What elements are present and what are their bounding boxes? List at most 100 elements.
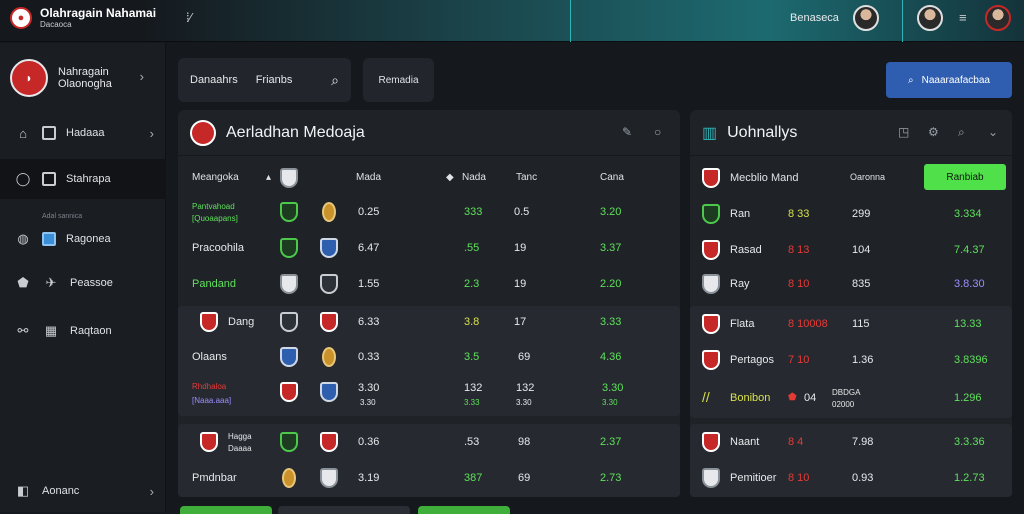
sidebar-item-home[interactable]: ⌂ Hadaaa › <box>0 113 166 153</box>
footer-tab[interactable] <box>418 506 510 514</box>
odds-value[interactable]: 2.20 <box>600 278 622 290</box>
column-header[interactable]: Mada <box>356 172 382 183</box>
odds-value[interactable]: 3.30 <box>358 382 380 394</box>
table-row[interactable]: Dang 6.33 3.8 17 3.33 <box>178 308 680 338</box>
table-row[interactable]: Pandand 1.55 2.3 19 2.20 <box>178 270 680 300</box>
table-row[interactable]: Ray 8 10 835 3.8.30 <box>690 270 1012 300</box>
sidebar-profile[interactable]: ◗ Nahragain Olaonogha › <box>10 59 156 97</box>
settings-icon[interactable]: ⚙ <box>928 125 939 139</box>
team-badge-icon <box>702 350 720 370</box>
odds-value[interactable]: 2.73 <box>600 472 622 484</box>
odds-value[interactable]: 98 <box>518 436 531 448</box>
odds-value[interactable]: 1.55 <box>358 278 380 290</box>
column-header[interactable]: Tanc <box>516 172 538 183</box>
filter-field[interactable]: Frianbs <box>255 74 293 86</box>
footer-tab[interactable] <box>278 506 410 514</box>
column-header[interactable]: Cana <box>600 172 624 183</box>
table-row[interactable]: Olaans 0.33 3.5 69 4.36 <box>178 343 680 373</box>
collapse-icon[interactable]: ⁞⁄ <box>186 10 192 25</box>
chevron-down-icon[interactable]: ⌄ <box>988 125 999 139</box>
search-bar[interactable]: Danaahrs Frianbs ⌕ <box>178 58 351 102</box>
brand[interactable]: ● Olahragain Nahamai Dacaoca <box>10 6 156 29</box>
table-row[interactable]: Naant 8 4 7.98 3.3.36 <box>690 428 1012 458</box>
footer-tab[interactable] <box>180 506 272 514</box>
circle-icon[interactable]: ○ <box>654 125 662 139</box>
sort-icon[interactable]: ◆ <box>446 172 454 183</box>
odds-value[interactable]: 17 <box>514 316 527 328</box>
odds-value[interactable]: 0.5 <box>514 206 530 218</box>
odds-value[interactable]: 3.19 <box>358 472 380 484</box>
table-row[interactable]: Pemitioer 8 10 0.93 1.2.73 <box>690 464 1012 494</box>
table-row[interactable]: // Bonibon ⬟ 04 DBDGA 02000 1.296 <box>690 384 1012 414</box>
table-row[interactable]: Rhdhaloa [Naaa.aaa] 3.30 3.30 132 3.33 1… <box>178 378 680 414</box>
odds-value[interactable]: 6.33 <box>358 316 380 328</box>
odds-value[interactable]: 6.47 <box>358 242 380 254</box>
search-button[interactable]: ⌕ Naaaraafacbaa <box>886 62 1012 98</box>
table-row[interactable]: Pertagos 7 10 1.36 3.8396 <box>690 346 1012 376</box>
table-row[interactable]: Hagga Daaaa 0.36 .53 98 2.37 <box>178 428 680 458</box>
sidebar-item-stats[interactable]: ◯ Stahrapa <box>0 159 166 199</box>
table-row[interactable]: Rasad 8 13 104 7.4.37 <box>690 236 1012 266</box>
odds-value[interactable]: 132 <box>464 382 483 394</box>
odds-value[interactable]: 3.8 <box>464 316 480 328</box>
table-row[interactable]: Pmdnbar 3.19 387 69 2.73 <box>178 464 680 494</box>
odds-value[interactable]: 3.20 <box>600 206 622 218</box>
odds-value[interactable]: 0.33 <box>358 351 380 363</box>
export-icon[interactable]: ◳ <box>898 125 910 139</box>
search-icon[interactable]: ⌕ <box>331 71 339 88</box>
odds-value[interactable]: 387 <box>464 472 483 484</box>
menu-icon[interactable]: ≡ <box>959 10 967 25</box>
table-row[interactable]: Pracoohila 6.47 .55 19 3.37 <box>178 234 680 264</box>
filter-field[interactable]: Danaahrs <box>190 74 238 86</box>
team-name: Hagga <box>228 432 252 441</box>
odds-value[interactable]: 3.5 <box>464 351 480 363</box>
team-name: Bonibon <box>730 392 771 404</box>
odds-value[interactable]: 19 <box>514 278 527 290</box>
odds-value[interactable]: .55 <box>464 242 480 254</box>
standings-panel: ▥ Uohnallys ◳ ⚙ ⌕ ⌄ Mecblio Mand Oaronna… <box>690 110 1012 497</box>
odds-value[interactable]: 0.36 <box>358 436 380 448</box>
odds-value[interactable]: 333 <box>464 206 483 218</box>
sidebar-item-label: Aonanc <box>42 485 80 497</box>
search-icon[interactable]: ⌕ <box>958 125 965 139</box>
column-header[interactable]: Mecblio Mand <box>730 172 799 184</box>
odds-value[interactable]: 69 <box>518 472 531 484</box>
avatar[interactable] <box>917 5 943 31</box>
odds-value[interactable]: 2.3 <box>464 278 480 290</box>
odds-value[interactable]: 4.36 <box>600 351 622 363</box>
sort-icon[interactable]: ▴ <box>266 172 272 183</box>
sidebar-item-account[interactable]: ◧ Aonanc › <box>0 471 166 511</box>
filter-badge[interactable]: Ranbiab <box>924 164 1006 190</box>
user-avatar[interactable] <box>985 5 1011 31</box>
odds-value[interactable]: 2.37 <box>600 436 622 448</box>
column-header[interactable]: Nada <box>462 172 486 183</box>
sidebar-item-ranking[interactable]: ⚯ ▦ Raqtaon <box>0 311 166 351</box>
odds-value[interactable]: 3.33 <box>600 316 622 328</box>
odds-value[interactable]: 3.30 <box>602 382 624 394</box>
column-header[interactable]: Meangoka <box>192 172 239 183</box>
team-number: 8 10 <box>788 278 810 290</box>
stat-value: 1.2.73 <box>954 472 985 484</box>
secondary-button[interactable]: Remadia <box>363 58 434 102</box>
table-row[interactable]: Ran 8 33 299 3.334 <box>690 200 1012 230</box>
table-row[interactable]: Pantvahoad [Quoaapans] 0.25 333 0.5 3.20 <box>178 198 680 228</box>
odds-value[interactable]: 69 <box>518 351 531 363</box>
odds-value[interactable]: 132 <box>516 382 535 394</box>
team-badge-icon <box>280 168 298 188</box>
column-header[interactable]: Oaronna <box>850 172 886 182</box>
topbar-label[interactable]: Benaseca <box>790 12 839 24</box>
table-row[interactable]: Flata 8 10008 115 13.33 <box>690 310 1012 340</box>
square-icon <box>42 126 56 140</box>
chevron-right-icon: › <box>149 125 154 141</box>
sidebar-item-region[interactable]: ◍ Ragonea <box>0 219 166 259</box>
team-name: Ran <box>730 208 751 220</box>
odds-value[interactable]: 3.37 <box>600 242 622 254</box>
pin-icon[interactable]: ✎ <box>622 125 633 139</box>
chevron-right-icon: › <box>139 69 144 84</box>
odds-value[interactable]: 19 <box>514 242 527 254</box>
stat-value: 835 <box>852 278 871 290</box>
sidebar-item-people[interactable]: ⬟ ✈ Peassoe <box>0 263 166 303</box>
odds-value[interactable]: 0.25 <box>358 206 380 218</box>
avatar[interactable] <box>853 5 879 31</box>
odds-value[interactable]: .53 <box>464 436 480 448</box>
